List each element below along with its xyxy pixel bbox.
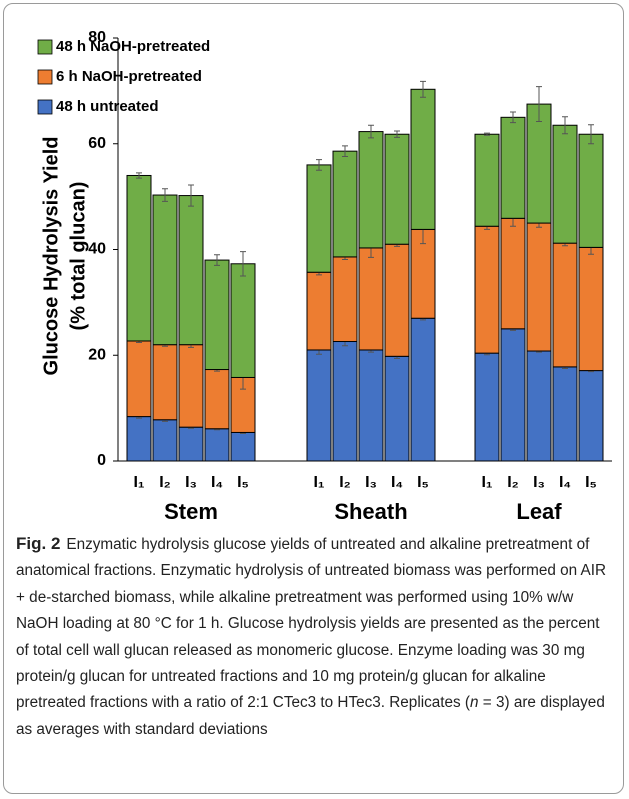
error-bar <box>342 145 348 157</box>
x-tick-label: I₅ <box>237 474 249 491</box>
error-bar <box>368 124 374 139</box>
x-tick-label: I₁ <box>133 474 144 491</box>
bar-segment <box>204 259 230 371</box>
figure-frame <box>3 3 624 794</box>
bar-segment <box>152 344 178 421</box>
x-tick-label: I₄ <box>559 474 571 491</box>
x-tick-label: I₁ <box>481 474 492 491</box>
y-tick-label: 60 <box>88 135 106 152</box>
y-tick-label: 20 <box>88 346 106 363</box>
bar-segment <box>500 328 526 462</box>
group-label: Stem <box>164 499 218 524</box>
error-bar <box>510 111 516 124</box>
bar-segment <box>332 256 358 343</box>
x-tick-label: I₂ <box>507 474 519 491</box>
y-axis-title-line: (% total glucan) <box>67 182 89 331</box>
bar-segment <box>332 341 358 462</box>
bar-segment <box>204 428 230 462</box>
bar-segment <box>306 349 332 462</box>
bar-segment <box>178 195 204 346</box>
error-bar <box>562 116 568 135</box>
bar-segment <box>474 133 500 227</box>
bar-segment <box>126 340 152 418</box>
error-bar <box>316 159 322 171</box>
x-tick-label: I₅ <box>585 474 597 491</box>
bar-segment <box>526 350 552 462</box>
error-bar <box>240 251 246 277</box>
x-tick-label: I₂ <box>339 474 351 491</box>
bar-segment <box>526 222 552 352</box>
group-label: Leaf <box>516 499 562 524</box>
bar-segment <box>178 426 204 462</box>
x-tick-label: I₃ <box>185 474 197 491</box>
figure-caption: Fig. 2 Enzymatic hydrolysis glucose yield… <box>16 531 616 743</box>
error-bar <box>136 172 142 179</box>
bar-segment <box>152 194 178 346</box>
bar-segment <box>358 131 384 249</box>
bar-segment <box>500 116 526 219</box>
bar-segment <box>474 352 500 462</box>
bar-segment <box>358 247 384 351</box>
bar-segment <box>552 366 578 462</box>
bar-segment <box>578 246 604 372</box>
error-bar <box>588 124 594 145</box>
error-bar <box>536 86 542 123</box>
caption-label: Fig. 2 <box>16 534 61 553</box>
error-bar <box>394 130 400 138</box>
bar-segment <box>578 133 604 248</box>
bar-segment <box>306 271 332 351</box>
x-tick-label: I₃ <box>365 474 377 491</box>
bar-segment <box>230 263 256 378</box>
x-tick-label: I₄ <box>391 474 403 491</box>
y-axis-title-line: Glucose Hydrolysis Yield <box>40 137 62 376</box>
legend-swatch <box>37 69 53 85</box>
y-tick-label: 40 <box>88 241 106 258</box>
caption-text: n <box>470 694 479 712</box>
legend-swatch <box>37 99 53 115</box>
bar-segment <box>384 355 410 462</box>
chart: 0 20 40 60 80 Glucose Hydrolysis Yield (% tota… <box>37 29 612 524</box>
error-bar <box>484 132 490 136</box>
bar-segment <box>230 376 256 433</box>
bar-segment <box>126 174 152 342</box>
y-tick-label: 80 <box>88 29 106 46</box>
legend-swatch <box>37 39 53 55</box>
bar-segment <box>230 431 256 462</box>
bar-segment <box>384 133 410 245</box>
bar-segment <box>204 369 230 430</box>
caption-text: Enzymatic hydrolysis glucose yields of u… <box>16 536 607 712</box>
bar-segment <box>178 344 204 428</box>
y-axis-title: Glucose Hydrolysis Yield (% total glucan) <box>40 137 89 376</box>
y-tick-label: 0 <box>97 452 106 469</box>
bar-segment <box>410 88 436 230</box>
bar-segment <box>306 164 332 273</box>
x-tick-label: I₅ <box>417 474 429 491</box>
bar-segment <box>526 103 552 224</box>
x-tick-label: I₂ <box>159 474 171 491</box>
legend-label: 48 h untreated <box>56 98 159 115</box>
legend-label: 48 h NaOH-pretreated <box>56 38 210 55</box>
error-bar <box>214 254 220 266</box>
bar-segment <box>474 225 500 354</box>
bar-segment <box>152 419 178 462</box>
error-bar <box>162 188 168 202</box>
bar-segment <box>332 150 358 258</box>
x-tick-label: I₃ <box>533 474 545 491</box>
bar-segment <box>126 416 152 462</box>
x-tick-label: I₁ <box>313 474 324 491</box>
error-bar <box>188 184 194 207</box>
bar-segment <box>552 242 578 368</box>
legend-label: 6 h NaOH-pretreated <box>56 68 202 85</box>
bar-segment <box>358 349 384 462</box>
bar-segment <box>410 317 436 462</box>
bar-segment <box>552 124 578 244</box>
bar-segment <box>578 370 604 462</box>
bar-segment <box>500 217 526 330</box>
x-tick-label: I₄ <box>211 474 223 491</box>
bar-segment <box>384 243 410 357</box>
caption-text: = 3) are displayed as averages with stan… <box>16 694 605 738</box>
error-bar <box>420 80 426 98</box>
group-label: Sheath <box>334 499 407 524</box>
